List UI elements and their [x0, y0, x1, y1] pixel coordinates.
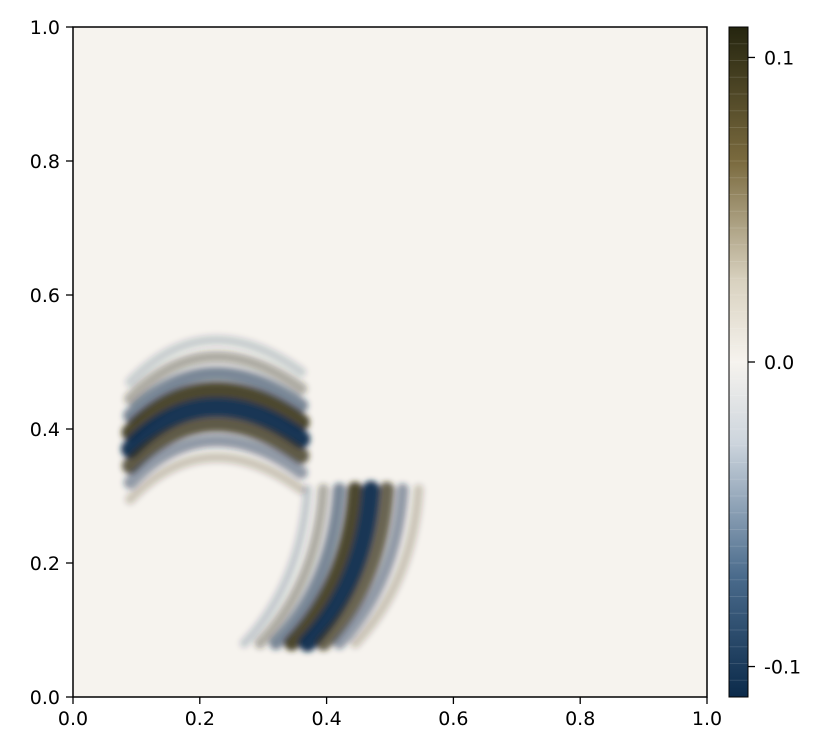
wave-crest: [122, 415, 310, 474]
wave-crest: [125, 452, 307, 505]
y-tick-label: 0.2: [30, 553, 60, 575]
wave-crest: [123, 366, 309, 423]
wave-crest: [299, 480, 380, 652]
y-tick-label: 1.0: [30, 17, 60, 39]
wave-crest: [124, 350, 308, 405]
wave-crest: [254, 483, 329, 649]
y-tick-label: 0.4: [30, 419, 60, 441]
wave-crest: [350, 484, 424, 649]
wave-crest: [125, 335, 307, 388]
x-tick-label: 0.4: [311, 708, 341, 730]
wave-crest: [123, 434, 308, 490]
x-tick-label: 0.8: [565, 708, 595, 730]
wave-crest: [121, 381, 310, 441]
y-tick-label: 0.0: [30, 687, 60, 709]
colorbar-tick-label: 0.0: [764, 352, 794, 374]
wave-crest: [239, 484, 313, 648]
x-tick-label: 0.2: [185, 708, 215, 730]
y-tick-label: 0.8: [30, 151, 60, 173]
colorbar-tick-label: 0.1: [764, 47, 794, 69]
x-tick-label: 1.0: [692, 708, 722, 730]
x-tick-label: 0.0: [58, 708, 88, 730]
wave-crest: [315, 481, 395, 651]
x-tick-label: 0.6: [438, 708, 468, 730]
wave-crest: [269, 482, 346, 650]
wave-crest: [121, 398, 311, 459]
wave-crest: [284, 481, 363, 651]
colorbar: [729, 27, 748, 697]
plot-frame: [72, 26, 708, 698]
y-tick-label: 0.6: [30, 285, 60, 307]
wave-crest: [333, 483, 409, 650]
colorbar-tick-label: -0.1: [764, 657, 801, 679]
